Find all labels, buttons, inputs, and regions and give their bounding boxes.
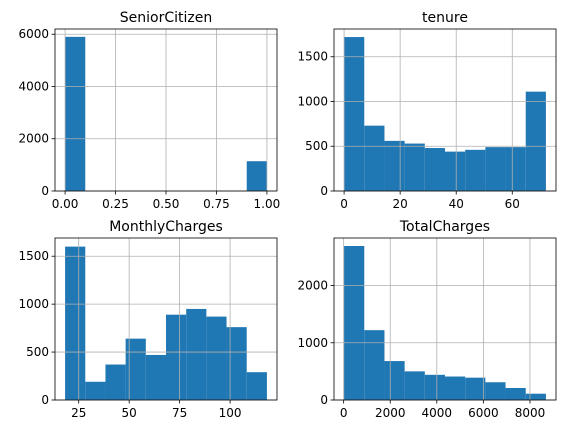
histogram-bar xyxy=(525,91,546,191)
y-tick-label: 500 xyxy=(305,139,328,153)
y-tick-label: 6000 xyxy=(18,27,49,41)
histogram-bar xyxy=(505,387,526,400)
x-tick-label: 0.00 xyxy=(52,197,79,211)
histogram-bar xyxy=(404,143,425,191)
histogram-bar xyxy=(505,147,526,191)
x-tick-label: 0.75 xyxy=(203,197,230,211)
y-tick-label: 2000 xyxy=(297,279,328,293)
histogram-bar xyxy=(364,125,385,191)
chart-title: MonthlyCharges xyxy=(109,219,223,235)
x-tick-label: 100 xyxy=(219,406,242,420)
histogram-bar xyxy=(246,372,267,400)
histogram-bar xyxy=(65,246,86,400)
histogram-bar xyxy=(226,327,247,400)
histogram-bar xyxy=(445,151,466,191)
y-tick-label: 1000 xyxy=(297,336,328,350)
y-tick-label: 0 xyxy=(320,393,328,407)
histogram-bar xyxy=(145,354,166,400)
histogram-bar xyxy=(65,36,86,191)
histogram-bar xyxy=(344,37,365,191)
histogram-bar xyxy=(364,330,385,400)
histogram-bar xyxy=(125,338,146,400)
histogram-bar xyxy=(445,376,466,400)
x-tick-label: 0 xyxy=(340,406,348,420)
histogram-bar xyxy=(206,316,227,400)
y-tick-label: 1000 xyxy=(18,297,49,311)
total-charges-histogram: 0 2000 4000 6000 8000 0 1000 2000 TotalCharges xyxy=(297,219,557,420)
axes-frame xyxy=(333,237,557,401)
histogram-bar xyxy=(344,246,365,400)
x-tick-label: 8000 xyxy=(515,406,546,420)
x-tick-label: 25 xyxy=(71,406,86,420)
histogram-bar xyxy=(424,148,445,191)
x-tick-label: 6000 xyxy=(468,406,499,420)
x-tick-label: 0 xyxy=(340,197,348,211)
histogram-bar xyxy=(85,381,106,400)
x-tick-label: 75 xyxy=(172,406,187,420)
x-tick-label: 50 xyxy=(122,406,137,420)
histogram-bar xyxy=(485,382,506,400)
axes-frame xyxy=(333,28,557,192)
tenure-histogram: 0 20 40 60 0 500 1000 1500 tenure xyxy=(297,10,557,211)
histogram-bar xyxy=(105,364,126,400)
histogram-bar xyxy=(404,371,425,400)
histogram-bar xyxy=(465,149,486,191)
histogram-bar xyxy=(525,393,546,400)
axes-frame xyxy=(54,237,278,401)
x-tick-label: 4000 xyxy=(422,406,453,420)
histogram-bar xyxy=(485,147,506,191)
y-tick-label: 0 xyxy=(41,393,49,407)
chart-title: tenure xyxy=(422,10,468,26)
x-tick-label: 0.50 xyxy=(153,197,180,211)
chart-title: SeniorCitizen xyxy=(120,10,212,26)
histogram-bar xyxy=(465,377,486,400)
y-tick-label: 4000 xyxy=(18,79,49,93)
x-tick-label: 60 xyxy=(505,197,520,211)
x-tick-label: 20 xyxy=(393,197,408,211)
x-tick-label: 0.25 xyxy=(102,197,129,211)
histogram-bar xyxy=(424,374,445,400)
y-tick-label: 1500 xyxy=(297,50,328,64)
histogram-bar xyxy=(166,314,187,400)
histogram-bar xyxy=(384,140,405,191)
x-tick-label: 1.00 xyxy=(254,197,281,211)
y-tick-label: 500 xyxy=(26,345,49,359)
histogram-bar xyxy=(186,308,207,400)
y-tick-label: 1000 xyxy=(297,94,328,108)
senior-citizen-histogram: 0.00 0.25 0.50 0.75 1.00 0 2000 4000 6000 SeniorC… xyxy=(18,10,280,211)
chart-title: TotalCharges xyxy=(399,219,490,235)
histogram-bar xyxy=(246,161,267,191)
x-tick-label: 40 xyxy=(449,197,464,211)
y-tick-label: 0 xyxy=(320,184,328,198)
y-tick-label: 0 xyxy=(41,184,49,198)
y-tick-label: 1500 xyxy=(18,249,49,263)
y-tick-label: 2000 xyxy=(18,132,49,146)
histogram-bar xyxy=(384,361,405,400)
x-tick-label: 2000 xyxy=(375,406,406,420)
